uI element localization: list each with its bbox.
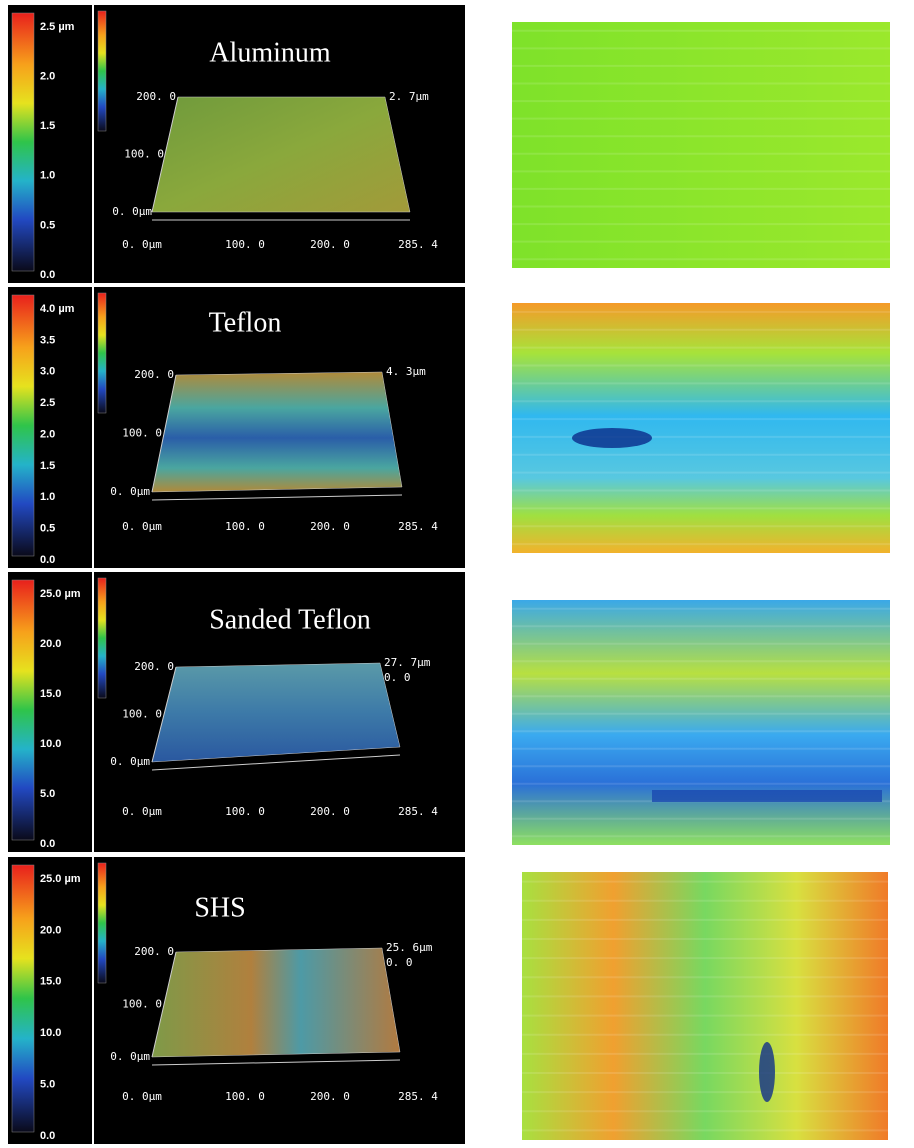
z-axis-label: 4. 3µm	[386, 365, 426, 378]
colorbar-label: 5.0	[40, 788, 55, 800]
dark-spot	[759, 1042, 775, 1102]
height-map	[522, 872, 888, 1140]
colorbar-label: 0.0	[40, 269, 55, 281]
colorbar-label: 1.5	[40, 120, 55, 132]
panel: 25.0 µm 20.0 15.0 10.0 5.0 0.0 SHS 200. 0 100. 0…	[8, 857, 465, 1144]
x-axis-label: 285. 4	[398, 1090, 438, 1103]
mini-colorbar	[98, 578, 106, 698]
x-axis-label: 100. 0	[225, 1090, 265, 1103]
colorbar-label: 15.0	[40, 976, 61, 988]
colorbar-label: 0.5	[40, 219, 55, 231]
colorbar-label: 20.0	[40, 924, 61, 936]
x-axis-label: 100. 0	[225, 520, 265, 533]
y-axis-label: 200. 0	[134, 368, 174, 381]
y-axis-label: 0. 0µm	[110, 755, 150, 768]
panel-title: SHS	[194, 892, 245, 923]
z-axis-label: 2. 7µm	[389, 90, 429, 103]
z-axis-label: 0. 0	[386, 956, 413, 969]
height-map	[512, 22, 890, 268]
panel-title: Sanded Teflon	[209, 604, 371, 635]
x-axis-label: 0. 0µm	[122, 805, 162, 818]
colorbar-label: 0.5	[40, 523, 55, 535]
colorbar-label: 4.0 µm	[40, 303, 75, 315]
colorbar-label: 10.0	[40, 1027, 61, 1039]
x-axis-label: 200. 0	[310, 520, 350, 533]
colorbar-label: 2.5 µm	[40, 21, 75, 33]
x-axis-label: 100. 0	[225, 238, 265, 251]
y-axis-label: 0. 0µm	[110, 485, 150, 498]
y-axis-label: 200. 0	[134, 660, 174, 673]
colorbar-label: 1.5	[40, 460, 55, 472]
colorbar-label: 1.0	[40, 170, 55, 182]
panel: 25.0 µm 20.0 15.0 10.0 5.0 0.0 Sanded Teflon 20…	[8, 572, 465, 852]
colorbar-label: 25.0 µm	[40, 588, 81, 600]
colorbar-label: 0.0	[40, 838, 55, 850]
x-axis-label: 0. 0µm	[122, 238, 162, 251]
colorbar-label: 25.0 µm	[40, 873, 81, 885]
x-axis-label: 0. 0µm	[122, 1090, 162, 1103]
x-axis-label: 0. 0µm	[122, 520, 162, 533]
panel: 4.0 µm 3.5 3.0 2.5 2.0 1.5 1.0 0.5 0.0 Teflon 200.…	[8, 287, 465, 568]
colorbar-label: 2.0	[40, 71, 55, 83]
z-axis-label: 0. 0	[384, 671, 411, 684]
panel-title: Aluminum	[209, 37, 331, 68]
x-axis-label: 200. 0	[310, 238, 350, 251]
colorbar	[12, 295, 34, 556]
x-axis-label: 100. 0	[225, 805, 265, 818]
colorbar-label: 5.0	[40, 1079, 55, 1091]
y-axis-label: 100. 0	[122, 708, 162, 721]
height-map	[512, 600, 890, 845]
y-axis-label: 100. 0	[122, 427, 162, 440]
x-axis-label: 285. 4	[398, 238, 438, 251]
colorbar	[12, 13, 34, 271]
colorbar	[12, 580, 34, 840]
height-map	[512, 303, 890, 553]
x-axis-label: 285. 4	[398, 520, 438, 533]
colorbar-label: 0.0	[40, 1130, 55, 1142]
y-axis-label: 200. 0	[134, 945, 174, 958]
colorbar-label: 2.0	[40, 428, 55, 440]
surface	[152, 663, 400, 762]
colorbar-label: 0.0	[40, 554, 55, 566]
surface	[152, 948, 400, 1057]
colorbar-label: 15.0	[40, 688, 61, 700]
mini-colorbar	[98, 863, 106, 983]
surface	[152, 97, 410, 212]
y-axis-label: 0. 0µm	[112, 205, 152, 218]
x-axis-label: 200. 0	[310, 1090, 350, 1103]
height-map-image	[522, 872, 888, 1140]
y-axis-label: 100. 0	[122, 998, 162, 1011]
mini-colorbar	[98, 11, 106, 131]
colorbar-label: 2.5	[40, 397, 55, 409]
mini-colorbar	[98, 293, 106, 413]
figure: 2.5 µm 2.0 1.5 1.0 0.5 0.0 Aluminum 200. 0 100. …	[0, 0, 914, 1148]
colorbar-label: 3.5	[40, 334, 55, 346]
height-map-image	[512, 303, 890, 553]
colorbar-label: 10.0	[40, 738, 61, 750]
x-axis-label: 200. 0	[310, 805, 350, 818]
y-axis-label: 0. 0µm	[110, 1050, 150, 1063]
x-axis-label: 285. 4	[398, 805, 438, 818]
y-axis-label: 100. 0	[124, 148, 164, 161]
colorbar-label: 3.0	[40, 366, 55, 378]
panel: 2.5 µm 2.0 1.5 1.0 0.5 0.0 Aluminum 200. 0 100. …	[8, 5, 465, 283]
colorbar-label: 1.0	[40, 491, 55, 503]
dark-spot	[572, 428, 652, 448]
z-axis-label: 27. 7µm	[384, 656, 431, 669]
colorbar	[12, 865, 34, 1132]
height-map-image	[512, 600, 890, 845]
panel-title: Teflon	[209, 307, 282, 338]
z-axis-label: 25. 6µm	[386, 941, 433, 954]
colorbar-label: 20.0	[40, 638, 61, 650]
surface	[152, 372, 402, 492]
y-axis-label: 200. 0	[136, 90, 176, 103]
height-map-image	[512, 22, 890, 268]
dark-band	[652, 790, 882, 802]
